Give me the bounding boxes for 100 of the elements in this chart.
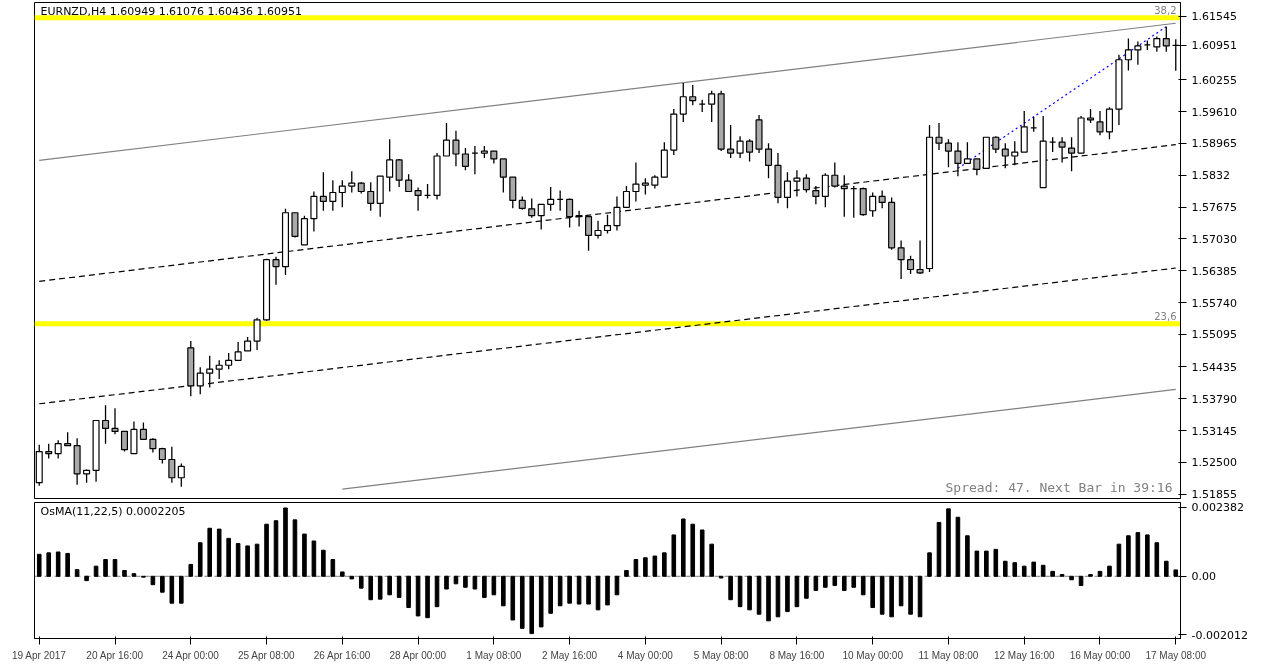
y-tick-label: 1.61545 [1191,10,1237,24]
bar [851,575,857,588]
y-tick-label: 1.55740 [1191,296,1237,310]
bar [747,575,752,611]
candlestick [812,185,820,205]
candlestick [461,147,469,171]
bar [1145,534,1150,577]
bar [406,575,411,609]
bar [501,575,506,607]
y-tick-label: 1.51855 [1191,488,1237,502]
bar [699,529,705,577]
candlestick [310,190,318,233]
bar [283,507,288,577]
candlestick [963,141,971,165]
bar [605,575,610,606]
x-tick-label: 16 May 00:00 [1069,649,1131,661]
bar [993,548,999,577]
bar [860,575,866,596]
bar [974,550,980,577]
candlestick [708,90,716,123]
chart-title: OsMA(11,22,5) 0.0002205 [40,504,186,518]
candlestick [1105,106,1113,140]
bar [879,575,885,615]
candlestick [367,181,375,212]
candlestick [177,462,185,488]
bar [444,575,449,590]
candlestick [869,191,877,218]
bar [1107,565,1112,577]
bar [643,557,648,577]
bar [984,550,989,577]
bar [804,575,809,599]
bar [179,575,184,604]
candlestick [840,174,848,218]
candlestick [566,197,574,229]
candlestick [528,197,536,219]
candlestick [348,170,356,194]
annotation: Spread: 47. Next Bar in 39:16 [945,479,1173,495]
bar [93,565,99,577]
candlestick [727,124,735,159]
bar [321,549,326,577]
candlestick [1124,37,1132,72]
bar [680,518,686,577]
bar [55,551,61,577]
bar [235,543,241,577]
x-tick-label: 8 May 16:00 [769,649,825,661]
x-tick-label: 28 Apr 00:00 [389,649,447,661]
chart-title: EURNZD,H4 1.60949 1.61076 1.60436 1.60951 [40,4,303,18]
candlestick [821,172,829,208]
candlestick [253,317,261,351]
y-tick-label: 1.56385 [1191,264,1237,278]
candlestick [594,219,602,240]
bar [794,575,800,608]
candlestick [764,142,773,179]
candlestick [206,355,214,389]
candlestick [622,185,630,208]
candlestick [897,239,905,280]
bar [1012,562,1018,577]
y-tick-label: 1.52500 [1191,456,1237,470]
y-tick-label: -0.002012 [1191,628,1248,642]
bar [1154,542,1160,577]
bar [254,543,260,577]
candlestick [499,158,507,194]
candlestick [916,239,924,275]
bar [396,575,402,598]
bar [519,575,525,629]
bar [671,534,677,577]
candlestick [547,186,555,212]
bar [36,553,42,577]
bar [548,575,553,614]
candlestick [679,82,687,123]
bar [832,575,838,587]
y-tick-label: 1.59610 [1191,105,1237,119]
candlestick [291,212,299,239]
y-tick-label: 1.53145 [1191,424,1237,438]
bar [472,575,478,590]
bar [538,575,544,628]
candlestick [783,171,791,209]
candlestick [452,130,460,167]
bar [302,533,307,577]
candlestick [1134,40,1142,66]
bar [823,575,828,588]
candlestick [168,446,176,484]
candlestick [442,122,451,157]
candlestick [1162,26,1170,53]
y-tick-label: 1.5832 [1191,169,1230,183]
candlestick [935,122,943,151]
bar [927,552,932,577]
candlestick [793,169,801,198]
bar [785,575,790,613]
candlestick [603,214,612,235]
bar [766,575,771,622]
y-tick-label: 1.54435 [1191,360,1237,374]
y-tick-label: 1.57675 [1191,201,1237,215]
x-tick-label: 4 May 00:00 [617,649,674,661]
x-tick-label: 25 Apr 08:00 [237,649,296,661]
candlestick [395,158,403,188]
bar [207,527,213,577]
bar [1078,575,1084,587]
bar [1031,561,1036,577]
bar [1126,535,1131,577]
